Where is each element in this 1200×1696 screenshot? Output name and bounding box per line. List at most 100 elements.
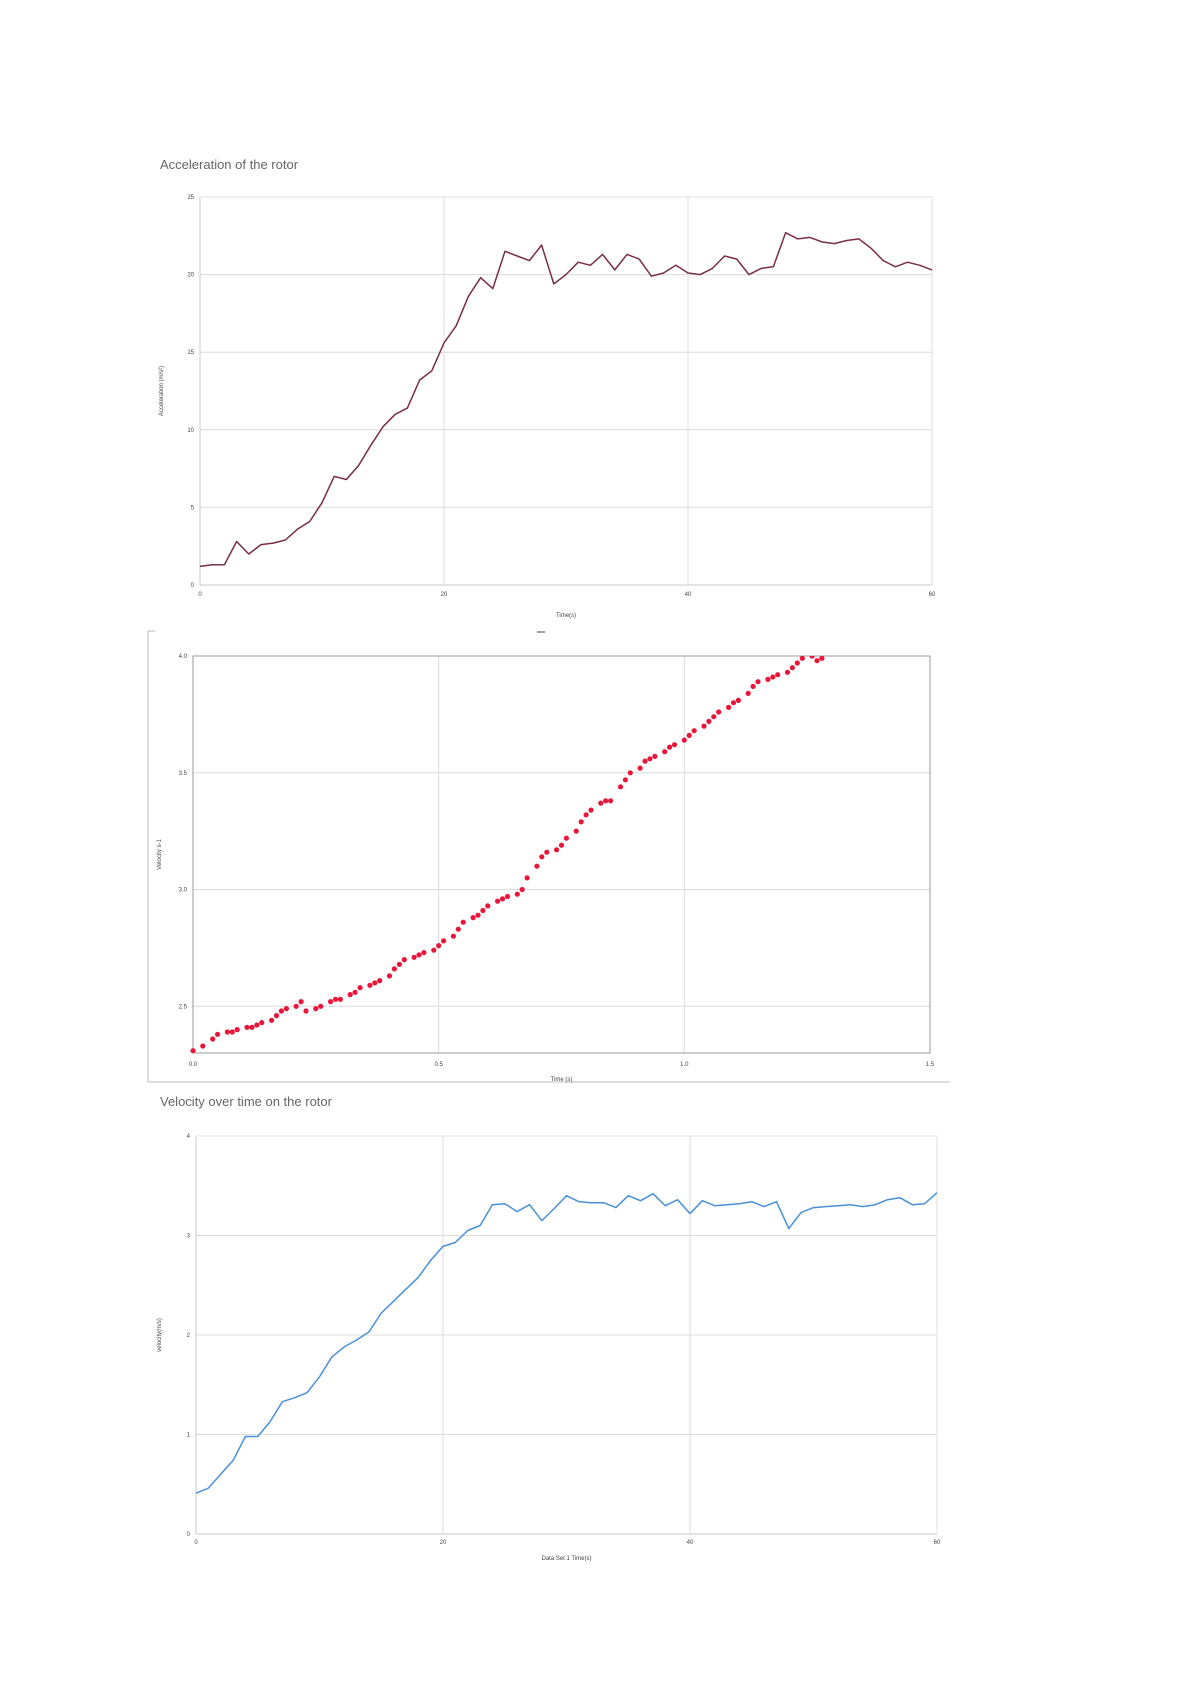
data-point — [401, 957, 407, 963]
chart-title: Acceleration of the rotor — [160, 157, 299, 172]
data-point — [273, 1013, 280, 1019]
data-point — [396, 961, 402, 967]
data-point — [554, 847, 560, 853]
data-point — [347, 992, 353, 998]
data-point — [391, 966, 397, 972]
data-point — [706, 718, 712, 725]
chart-title: Velocity over time on the rotor — [160, 1094, 333, 1109]
data-point — [716, 709, 722, 715]
data-point — [539, 854, 545, 860]
data-point — [441, 938, 447, 944]
x-tick-label: 60 — [934, 1540, 941, 1546]
x-tick-label: 0.5 — [434, 1062, 443, 1068]
data-point — [558, 842, 565, 848]
data-point — [421, 950, 427, 956]
data-point — [652, 753, 658, 760]
data-point — [864, 621, 869, 626]
data-point — [283, 1006, 289, 1012]
data-point — [598, 800, 604, 806]
data-point — [770, 674, 776, 680]
data-point — [254, 1022, 260, 1028]
x-tick-label: 0 — [198, 592, 202, 598]
data-point — [765, 676, 771, 683]
data-point — [534, 863, 540, 869]
data-point — [411, 954, 417, 960]
data-point — [849, 635, 854, 640]
data-point — [686, 732, 692, 739]
velocity-time-chart: Velocity over time on the rotor 0 20 40 60 0… — [157, 1094, 941, 1562]
data-point — [224, 1029, 230, 1035]
data-point — [269, 1017, 275, 1023]
data-point — [475, 912, 481, 918]
data-point — [735, 697, 742, 704]
y-tick-label: 0 — [187, 1532, 191, 1538]
data-point — [819, 656, 825, 661]
data-point — [455, 926, 461, 932]
y-tick-label: 1 — [187, 1433, 191, 1439]
data-point — [313, 1006, 319, 1012]
series-line — [199, 231, 933, 568]
data-point — [450, 933, 456, 939]
x-tick-label: 40 — [685, 592, 692, 598]
data-point — [745, 690, 751, 697]
x-tick-label: 20 — [441, 592, 448, 598]
data-point — [470, 915, 476, 921]
data-point — [588, 807, 594, 813]
data-point — [519, 886, 525, 893]
data-point — [377, 978, 383, 984]
y-tick-label: 5 — [191, 505, 195, 511]
data-point — [234, 1027, 240, 1033]
data-point — [883, 607, 888, 612]
data-point — [608, 798, 614, 804]
data-point — [814, 658, 820, 664]
data-point — [854, 630, 859, 635]
data-point — [293, 1003, 299, 1009]
y-tick-label: 4.0 — [179, 654, 188, 660]
y-axis-label: Acceleration (m/s²) — [159, 366, 165, 416]
data-point — [480, 907, 486, 914]
y-axis-label: Velocity s-1 — [157, 839, 163, 870]
data-point — [839, 642, 844, 647]
data-point — [726, 704, 732, 711]
y-tick-label: 0 — [191, 583, 195, 589]
data-point — [794, 660, 800, 666]
y-tick-label: 3 — [187, 1234, 191, 1240]
y-tick-label: 4 — [187, 1134, 191, 1140]
data-point — [386, 973, 393, 979]
data-point — [352, 989, 358, 995]
x-tick-label: 0.0 — [189, 1062, 198, 1068]
data-point — [583, 812, 589, 818]
data-point — [701, 723, 707, 729]
data-point — [563, 835, 570, 841]
data-point — [784, 669, 791, 675]
data-point — [229, 1029, 235, 1035]
data-point — [671, 742, 678, 748]
data-point — [357, 985, 363, 991]
y-tick-label: 3.0 — [179, 888, 188, 894]
y-tick-label: 25 — [187, 195, 194, 201]
data-point — [878, 611, 883, 616]
acceleration-chart: Acceleration of the rotor 0 20 40 60 0 5 10 15 2… — [159, 157, 936, 619]
x-axis-label: Data Set 1 Time(s) — [541, 1556, 591, 1562]
scatter-points — [190, 607, 888, 1054]
data-point — [544, 849, 550, 855]
data-point — [755, 679, 761, 685]
y-tick-label: 20 — [187, 273, 194, 279]
data-point — [681, 737, 687, 743]
data-point — [617, 784, 624, 790]
data-point — [328, 999, 334, 1005]
data-point — [809, 656, 815, 659]
data-point — [711, 714, 717, 720]
data-point — [200, 1043, 206, 1049]
velocity-scatter-chart: 0.0 0.5 1.0 1.5 2.5 3.0 3.5 4.0 Time (s) Velocity… — [147, 607, 950, 1083]
data-point — [460, 919, 466, 925]
data-point — [298, 999, 304, 1005]
data-point — [859, 625, 864, 630]
y-tick-label: 3.5 — [179, 771, 188, 777]
y-tick-label: 10 — [187, 428, 194, 434]
x-tick-label: 40 — [687, 1540, 694, 1546]
plot-frame — [192, 655, 931, 1054]
data-point — [372, 980, 378, 986]
x-tick-label: 1.0 — [680, 1062, 689, 1068]
